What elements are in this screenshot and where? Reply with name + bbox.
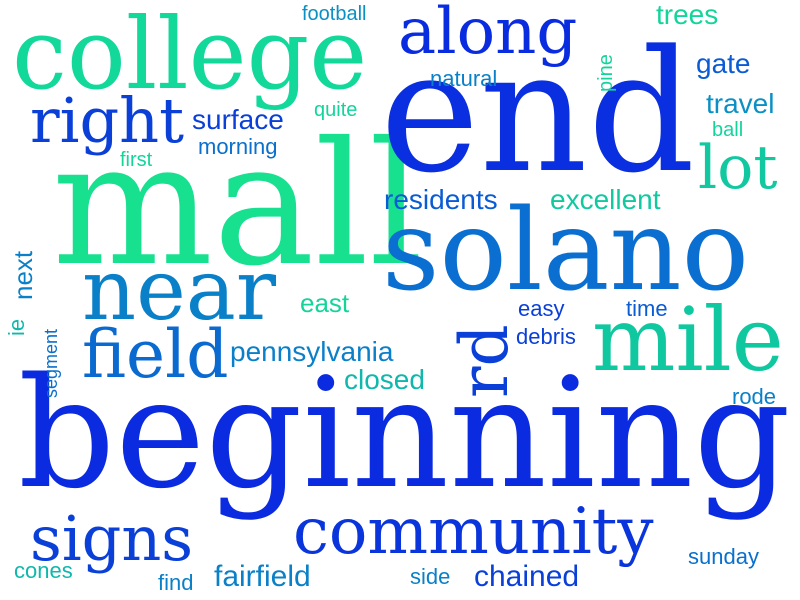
word-end: end xyxy=(380,14,696,210)
word-chained: chained xyxy=(474,560,580,593)
word-easy: easy xyxy=(518,296,565,321)
word-sunday: sunday xyxy=(688,544,759,569)
word-right: right xyxy=(30,84,185,157)
word-side: side xyxy=(410,564,451,589)
word-signs: signs xyxy=(30,502,194,575)
word-near: near xyxy=(82,241,277,339)
word-fairfield: fairfield xyxy=(214,560,311,593)
word-segment: segment xyxy=(41,328,61,398)
word-time: time xyxy=(626,296,668,321)
word-mall: mall xyxy=(52,106,424,304)
word-quite: quite xyxy=(314,99,358,121)
word-ie: ie xyxy=(4,318,29,336)
word-find: find xyxy=(158,570,194,595)
word-rd: rd xyxy=(446,324,523,398)
word-football: football xyxy=(302,3,367,25)
word-mile: mile xyxy=(592,288,784,391)
word-excellent: excellent xyxy=(550,184,661,215)
word-field: field xyxy=(82,316,229,393)
word-along: along xyxy=(398,0,578,69)
word-rode: rode xyxy=(732,384,777,409)
word-beginning: beginning xyxy=(18,345,791,522)
word-travel: travel xyxy=(706,88,775,119)
word-gate: gate xyxy=(696,48,751,79)
word-closed: closed xyxy=(344,364,425,395)
word-natural: natural xyxy=(430,66,498,91)
word-lot: lot xyxy=(698,133,778,203)
word-cones: cones xyxy=(14,558,73,583)
word-residents: residents xyxy=(384,184,498,215)
word-pine: pine xyxy=(595,54,617,92)
word-ball: ball xyxy=(712,119,744,141)
word-debris: debris xyxy=(516,324,576,349)
word-pennsylvania: pennsylvania xyxy=(230,336,394,367)
word-college: college xyxy=(12,0,368,112)
word-trees: trees xyxy=(656,0,719,30)
word-solano: solano xyxy=(382,186,750,316)
word-surface: surface xyxy=(192,104,284,135)
word-community: community xyxy=(293,495,654,569)
word-next: next xyxy=(8,250,38,300)
word-first: first xyxy=(120,149,153,171)
word-morning: morning xyxy=(198,134,278,159)
word-east: east xyxy=(300,288,350,318)
